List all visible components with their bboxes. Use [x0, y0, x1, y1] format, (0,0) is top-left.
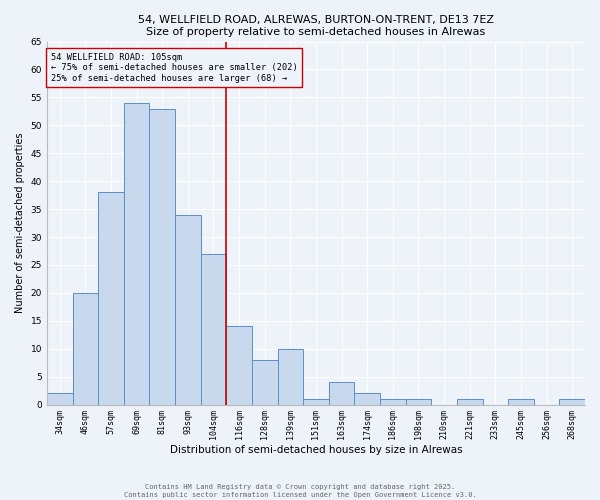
Bar: [200, 254, 226, 404]
Title: 54, WELLFIELD ROAD, ALREWAS, BURTON-ON-TRENT, DE13 7EZ
Size of property relative: 54, WELLFIELD ROAD, ALREWAS, BURTON-ON-T…: [138, 15, 494, 36]
Bar: [406, 399, 431, 404]
Bar: [226, 326, 252, 404]
Bar: [47, 394, 73, 404]
Bar: [175, 214, 200, 404]
Bar: [508, 399, 534, 404]
Bar: [457, 399, 482, 404]
Bar: [73, 293, 98, 405]
Bar: [380, 399, 406, 404]
Text: 54 WELLFIELD ROAD: 105sqm
← 75% of semi-detached houses are smaller (202)
25% of: 54 WELLFIELD ROAD: 105sqm ← 75% of semi-…: [51, 52, 298, 82]
Bar: [252, 360, 278, 405]
Bar: [559, 399, 585, 404]
X-axis label: Distribution of semi-detached houses by size in Alrewas: Distribution of semi-detached houses by …: [170, 445, 462, 455]
Bar: [278, 348, 303, 405]
Bar: [303, 399, 329, 404]
Bar: [329, 382, 355, 404]
Bar: [124, 103, 149, 405]
Bar: [98, 192, 124, 404]
Bar: [149, 108, 175, 405]
Text: Contains HM Land Registry data © Crown copyright and database right 2025.
Contai: Contains HM Land Registry data © Crown c…: [124, 484, 476, 498]
Bar: [355, 394, 380, 404]
Y-axis label: Number of semi-detached properties: Number of semi-detached properties: [15, 133, 25, 314]
